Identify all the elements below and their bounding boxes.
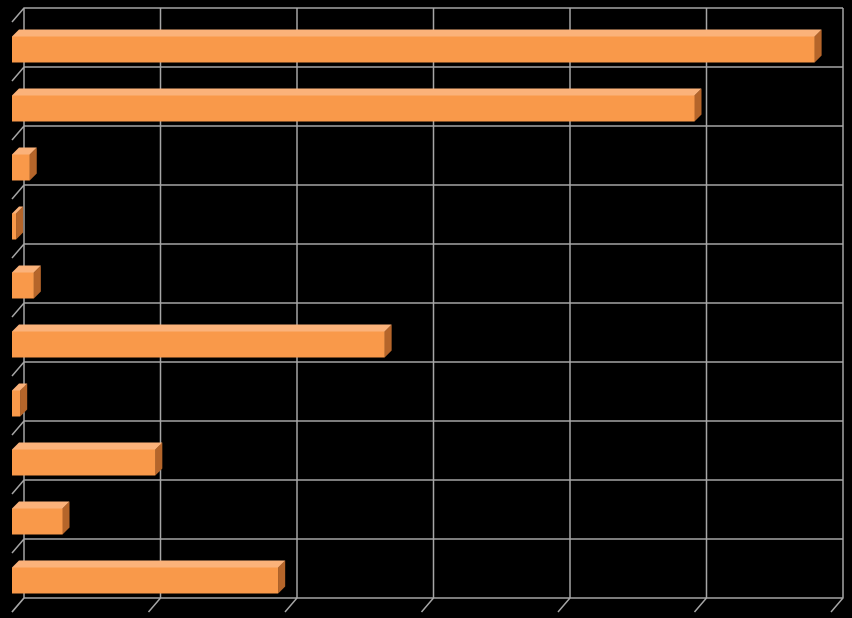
bar — [12, 36, 815, 63]
bar — [12, 272, 34, 299]
bar-top — [12, 442, 163, 450]
bar — [12, 508, 63, 535]
bar — [12, 390, 21, 417]
grid-line — [830, 8, 844, 613]
bar — [12, 567, 279, 594]
bar-side — [33, 265, 41, 299]
bar — [12, 449, 156, 476]
grid-line — [557, 8, 571, 613]
bar-top — [12, 383, 28, 391]
bar-top — [12, 147, 37, 155]
bar-top — [12, 560, 286, 568]
bar-side — [16, 206, 24, 240]
bar — [12, 331, 385, 358]
bar-top — [12, 501, 70, 509]
grid-line — [420, 8, 435, 613]
bar-top — [12, 324, 392, 332]
bar-side — [814, 29, 822, 63]
grid-line — [693, 8, 708, 613]
bar-side — [62, 501, 70, 535]
bar-side — [20, 383, 28, 417]
bar-top — [12, 88, 702, 96]
bar — [12, 95, 695, 122]
bar-side — [278, 560, 286, 594]
bar-side — [155, 442, 163, 476]
bar-side — [694, 88, 702, 122]
grid-line — [11, 8, 25, 613]
bar-side — [29, 147, 37, 181]
bar — [12, 213, 17, 240]
bar-top — [12, 206, 24, 214]
grid-line — [284, 8, 298, 613]
grid-line — [147, 8, 162, 613]
bar-side — [384, 324, 392, 358]
bar-top — [12, 265, 41, 273]
bar — [12, 154, 30, 181]
bar-top — [12, 29, 822, 37]
